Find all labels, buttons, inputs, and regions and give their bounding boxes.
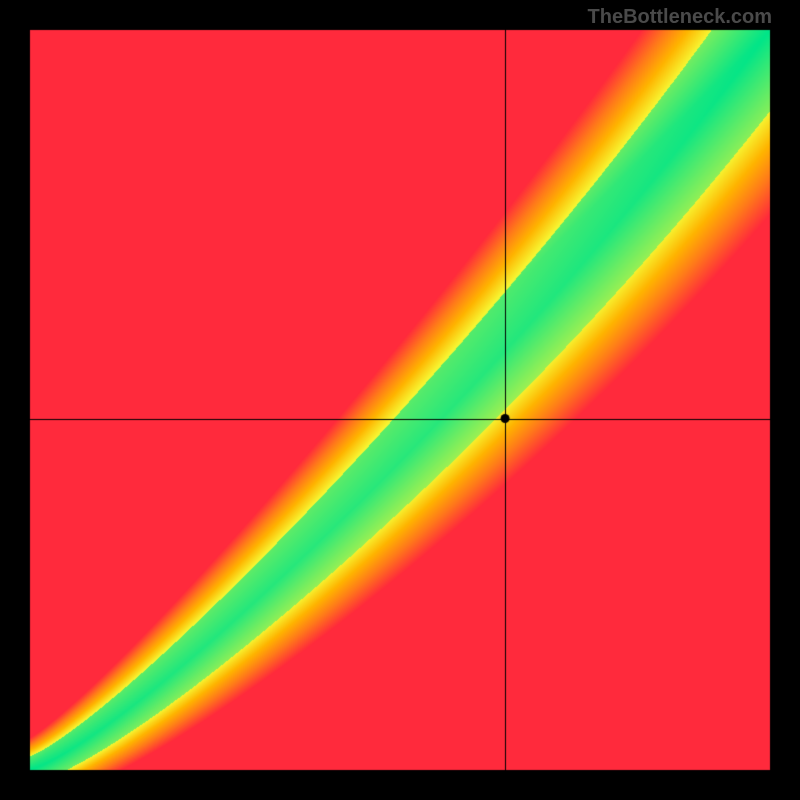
watermark-text: TheBottleneck.com (588, 6, 772, 29)
bottleneck-heatmap (0, 0, 800, 800)
